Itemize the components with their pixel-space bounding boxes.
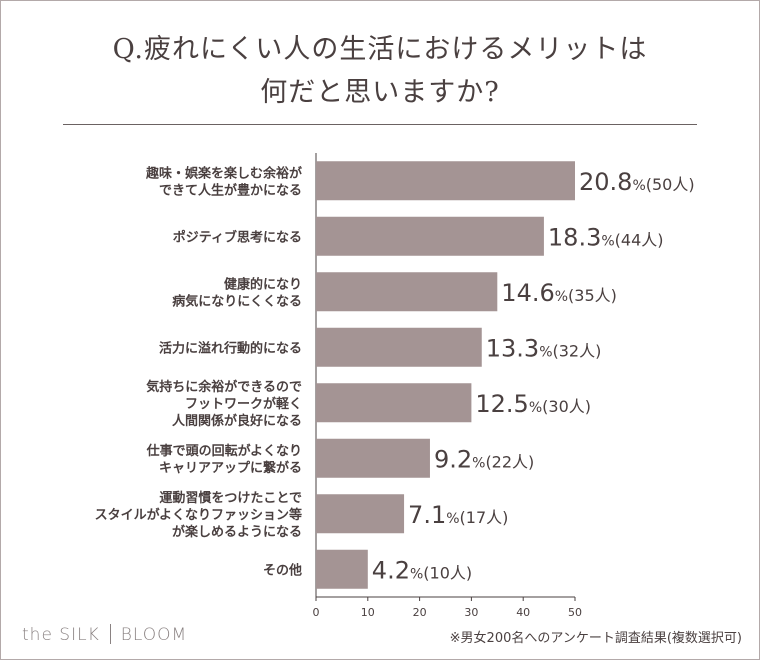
category-label: 活力に溢れ行動的になる <box>159 340 302 356</box>
bar <box>316 327 482 367</box>
category-label: ポジティブ思考になる <box>173 229 302 245</box>
bar <box>316 216 544 256</box>
x-tick-label: 40 <box>516 606 530 619</box>
category-label: 気持ちに余裕ができるのでフットワークが軽く人間関係が良好になる <box>146 379 302 429</box>
brand-logo: the SILK BLOOM <box>22 624 187 645</box>
x-tick-label: 0 <box>313 606 320 619</box>
x-tick-label: 10 <box>361 606 375 619</box>
value-percent: 14.6 <box>501 279 554 307</box>
bar <box>316 438 430 478</box>
bar <box>316 161 575 201</box>
value-label: 13.3%(32人) <box>486 334 602 362</box>
value-count: (10人) <box>423 563 472 582</box>
value-count: (32人) <box>553 341 602 360</box>
value-label: 18.3%(44人) <box>548 223 664 251</box>
value-percent-sign: % <box>446 511 459 527</box>
value-percent-sign: % <box>410 566 423 582</box>
survey-note: ※男女200名へのアンケート調査結果(複数選択可) <box>449 631 742 646</box>
value-percent: 4.2 <box>372 556 410 584</box>
value-percent-sign: % <box>632 178 645 194</box>
category-label-line: その他 <box>263 562 302 578</box>
value-percent-sign: % <box>539 344 552 360</box>
value-percent: 20.8 <box>579 168 632 196</box>
category-label-line: キャリアアップに繋がる <box>159 460 302 476</box>
bar <box>316 494 405 534</box>
bar <box>316 549 368 589</box>
category-label-line: 気持ちに余裕ができるので <box>146 379 302 395</box>
chart-title: Q.疲れにくい人の生活におけるメリットは 何だと思いますか? <box>0 28 760 114</box>
value-label: 20.8%(50人) <box>579 168 695 196</box>
title-divider <box>63 124 697 125</box>
category-label: 運動習慣をつけたことでスタイルがよくなりファッション等が楽しめるようになる <box>95 490 302 540</box>
value-label: 12.5%(30人) <box>475 390 591 418</box>
category-label-line: ポジティブ思考になる <box>173 229 302 245</box>
value-percent: 12.5 <box>475 390 528 418</box>
x-tick-label: 30 <box>464 606 478 619</box>
category-label: その他 <box>263 562 302 578</box>
category-label-line: 活力に溢れ行動的になる <box>159 340 302 356</box>
category-label-line: スタイルがよくなりファッション等 <box>95 507 302 523</box>
value-percent-sign: % <box>529 400 542 416</box>
value-count: (17人) <box>460 508 509 527</box>
category-label-line: 病気になりにくくなる <box>172 293 302 309</box>
x-tick-label: 50 <box>568 606 582 619</box>
value-count: (30人) <box>542 397 591 416</box>
category-label-line: できて人生が豊かになる <box>159 182 302 198</box>
category-label-line: 運動習慣をつけたことで <box>159 490 302 506</box>
value-percent-sign: % <box>601 233 614 249</box>
bar <box>316 272 498 312</box>
value-count: (22人) <box>485 452 534 471</box>
category-label-line: 人間関係が良好になる <box>172 413 302 429</box>
x-tick-label: 20 <box>413 606 427 619</box>
category-label-line: 趣味・娯楽を楽しむ余裕が <box>145 165 302 181</box>
category-label: 仕事で頭の回転がよくなりキャリアアップに繋がる <box>146 443 302 476</box>
category-label: 健康的になり病気になりにくくなる <box>172 276 302 309</box>
category-label-line: が楽しめるようになる <box>172 524 302 540</box>
value-count: (50人) <box>646 175 695 194</box>
value-count: (35人) <box>568 286 617 305</box>
brand-right: BLOOM <box>120 625 188 645</box>
value-percent-sign: % <box>472 455 485 471</box>
value-label: 14.6%(35人) <box>501 279 617 307</box>
value-percent: 7.1 <box>408 501 446 529</box>
category-label-line: 健康的になり <box>224 276 302 292</box>
value-percent: 18.3 <box>548 223 601 251</box>
category-label-line: フットワークが軽く <box>185 396 302 412</box>
category-label: 趣味・娯楽を楽しむ余裕ができて人生が豊かになる <box>145 165 302 198</box>
brand-left: the SILK <box>22 625 100 645</box>
title-line-1: Q.疲れにくい人の生活におけるメリットは <box>112 34 648 65</box>
brand-separator <box>109 624 111 644</box>
value-label: 7.1%(17人) <box>408 501 508 529</box>
title-line-2: 何だと思いますか? <box>260 77 500 108</box>
value-label: 4.2%(10人) <box>372 556 472 584</box>
value-percent-sign: % <box>555 289 568 305</box>
bar <box>316 383 472 423</box>
value-count: (44人) <box>615 230 664 249</box>
value-percent: 9.2 <box>434 445 472 473</box>
value-label: 9.2%(22人) <box>434 445 534 473</box>
value-percent: 13.3 <box>486 334 539 362</box>
category-label-line: 仕事で頭の回転がよくなり <box>146 443 302 459</box>
